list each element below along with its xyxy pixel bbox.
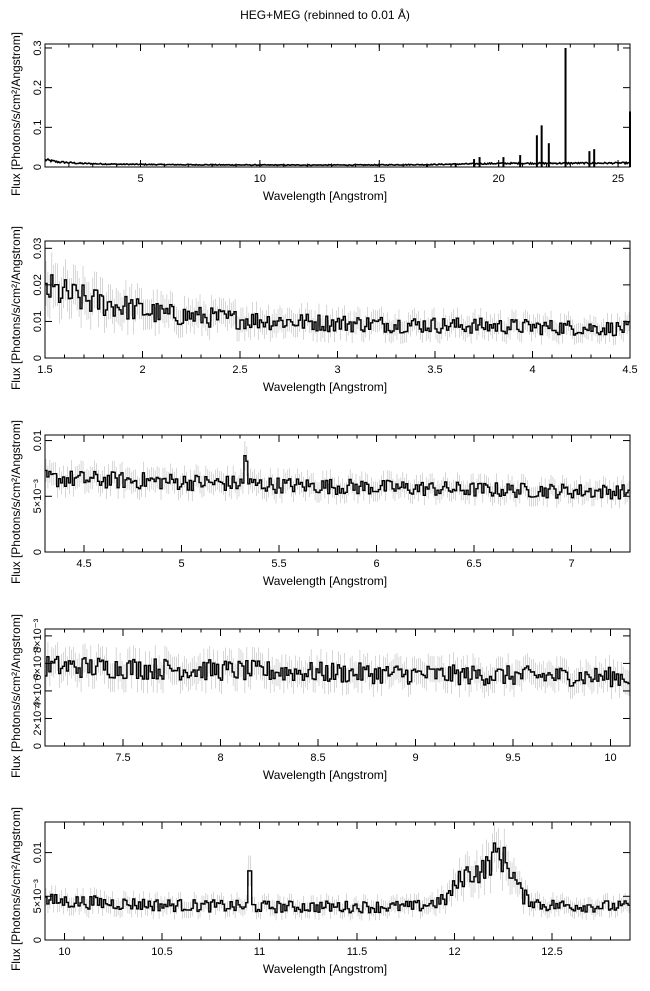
x-tick-label: 1.5 xyxy=(37,364,52,376)
x-tick-label: 5 xyxy=(137,173,143,185)
x-tick-label: 10 xyxy=(254,173,266,185)
y-tick-label: 4×10⁻³ xyxy=(32,673,44,708)
y-tick-label: 0 xyxy=(32,355,44,361)
x-tick-label: 5 xyxy=(178,558,184,570)
x-tick-label: 4 xyxy=(529,364,535,376)
x-tick-label: 10 xyxy=(604,752,616,764)
x-tick-label: 5.5 xyxy=(271,558,286,570)
x-tick-label: 8 xyxy=(217,752,223,764)
y-tick-label: 0 xyxy=(32,164,44,170)
y-tick-label: 5×10⁻³ xyxy=(32,479,44,514)
spectrum-data xyxy=(45,440,630,509)
x-tick-label: 3 xyxy=(334,364,340,376)
y-tick-label: 0.2 xyxy=(32,80,44,95)
spectrum-data xyxy=(45,642,630,700)
x-tick-label: 25 xyxy=(612,173,624,185)
x-tick-label: 20 xyxy=(493,173,505,185)
y-tick-label: 0 xyxy=(32,549,44,555)
x-tick-label: 11 xyxy=(254,946,265,958)
x-axis-label: Wavelength [Angstrom] xyxy=(262,189,388,203)
spectrum-histogram xyxy=(45,655,630,688)
x-axis-label: Wavelength [Angstrom] xyxy=(262,768,388,782)
x-tick-label: 12.5 xyxy=(541,946,562,958)
x-tick-label: 9.5 xyxy=(505,752,520,764)
y-tick-label: 5×10⁻³ xyxy=(32,879,44,914)
y-tick-label: 0 xyxy=(32,743,44,749)
spectrum-histogram xyxy=(45,842,630,914)
spectrum-histogram xyxy=(45,274,630,337)
y-tick-label: 0.3 xyxy=(32,40,44,55)
y-tick-label: 0.1 xyxy=(32,120,44,135)
y-tick-label: 0.01 xyxy=(32,842,44,863)
continuum-line xyxy=(44,157,631,167)
y-tick-label: 2×10⁻³ xyxy=(32,701,44,736)
y-axis-label: Flux [Photons/s/cm²/Angstrom] xyxy=(9,806,24,972)
spectrum-histogram xyxy=(45,455,630,500)
x-tick-label: 4.5 xyxy=(622,364,637,376)
x-tick-label: 11.5 xyxy=(347,946,368,958)
x-tick-label: 8.5 xyxy=(310,752,325,764)
x-tick-label: 2 xyxy=(139,364,145,376)
x-tick-label: 2.5 xyxy=(232,364,247,376)
y-tick-label: 0.02 xyxy=(32,274,44,295)
plot-frame xyxy=(44,43,631,168)
y-tick-label: 8×10⁻³ xyxy=(32,618,44,653)
x-tick-label: 10.5 xyxy=(151,946,172,958)
x-tick-label: 10 xyxy=(58,946,70,958)
x-tick-label: 7.5 xyxy=(115,752,130,764)
y-tick-label: 0 xyxy=(32,937,44,943)
y-tick-label: 6×10⁻³ xyxy=(32,646,44,681)
x-tick-label: 6.5 xyxy=(466,558,481,570)
x-tick-label: 15 xyxy=(373,173,385,185)
plot-frame xyxy=(44,821,631,941)
x-tick-label: 4.5 xyxy=(76,558,91,570)
spectrum-data xyxy=(45,252,630,346)
x-tick-label: 7 xyxy=(568,558,574,570)
x-tick-label: 3.5 xyxy=(427,364,442,376)
chart-title: HEG+MEG (rebinned to 0.01 Å) xyxy=(240,8,410,22)
x-axis-label: Wavelength [Angstrom] xyxy=(262,962,388,976)
x-tick-label: 6 xyxy=(373,558,379,570)
x-tick-label: 9 xyxy=(412,752,418,764)
spectrum-data xyxy=(45,823,630,921)
x-axis-label: Wavelength [Angstrom] xyxy=(262,380,388,394)
x-axis-label: Wavelength [Angstrom] xyxy=(262,574,388,588)
y-tick-label: 0.03 xyxy=(32,238,44,259)
y-tick-label: 0.01 xyxy=(32,311,44,332)
y-tick-label: 0.01 xyxy=(32,430,44,451)
x-tick-label: 12 xyxy=(448,946,460,958)
